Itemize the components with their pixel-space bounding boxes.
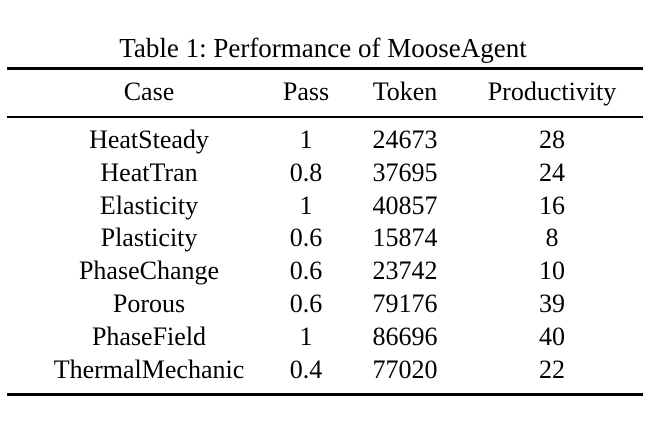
header-pass: Pass: [282, 77, 330, 106]
cell-case: PhaseChange: [78, 256, 220, 286]
cell-case: Plasticity: [100, 223, 198, 253]
header-rule: [7, 116, 643, 118]
cell-productivity: 10: [539, 256, 565, 286]
cell-pass: 1: [299, 190, 313, 220]
cell-case: ThermalMechanic: [53, 354, 245, 384]
cell-productivity: 24: [539, 157, 565, 187]
cell-token: 40857: [372, 190, 438, 220]
cell-pass: 0.8: [289, 157, 323, 187]
cell-productivity: 40: [539, 321, 565, 351]
header-case: Case: [123, 77, 175, 106]
cell-case: Porous: [112, 289, 186, 318]
cell-token: 23742: [372, 256, 438, 286]
table-caption: Table 1: Performance of MooseAgent: [119, 33, 527, 63]
cell-pass: 1: [299, 321, 313, 351]
cell-case: PhaseField: [91, 321, 207, 351]
cell-token: 79176: [372, 289, 438, 318]
cell-token: 24673: [372, 125, 438, 154]
cell-productivity: 39: [539, 289, 565, 318]
header-productivity: Productivity: [487, 77, 617, 106]
cell-case: HeatSteady: [89, 125, 209, 154]
cell-productivity: 16: [539, 190, 565, 220]
cell-pass: 0.6: [289, 256, 323, 286]
cell-token: 86696: [372, 321, 438, 351]
cell-token: 77020: [372, 354, 438, 384]
cell-case: Elasticity: [99, 190, 199, 220]
top-rule: [7, 67, 643, 70]
cell-token: 37695: [372, 157, 438, 187]
cell-pass: 0.6: [289, 223, 323, 253]
cell-productivity: 28: [539, 125, 565, 154]
cell-pass: 0.4: [289, 354, 323, 384]
bottom-rule: [7, 393, 643, 396]
cell-pass: 1: [299, 125, 313, 154]
cell-pass: 0.6: [289, 289, 323, 318]
cell-productivity: 22: [539, 354, 565, 384]
cell-token: 15874: [372, 223, 438, 253]
cell-productivity: 8: [545, 223, 559, 253]
cell-case: HeatTran: [100, 157, 198, 187]
header-token: Token: [372, 77, 438, 106]
